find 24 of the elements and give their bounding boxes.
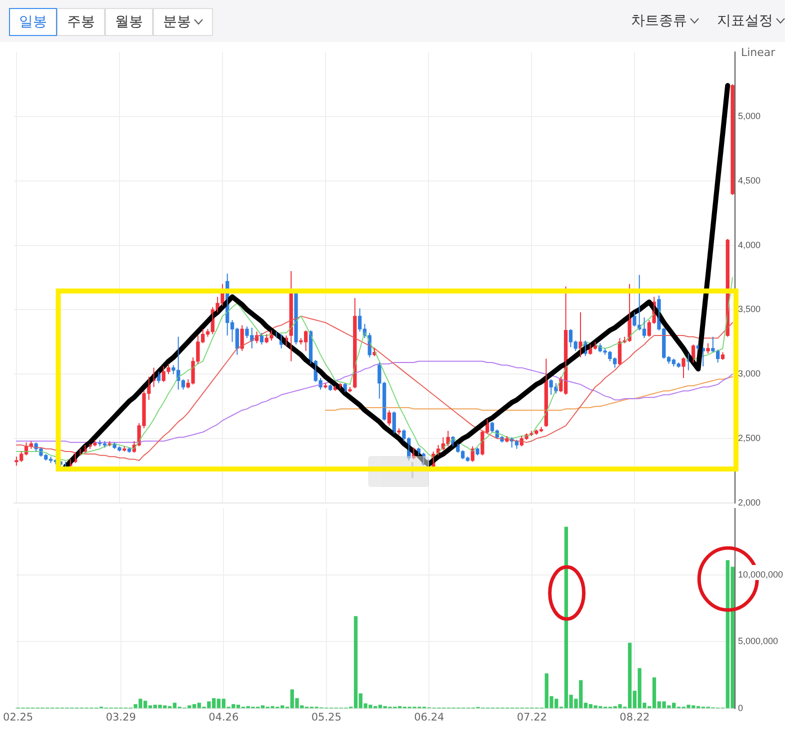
y-tick-label: 10,000,000 <box>738 570 784 580</box>
y-tick-label: 3,500 <box>738 304 761 314</box>
x-tick-label: 04.26 <box>208 711 239 724</box>
x-tick-label: 05.25 <box>311 711 342 724</box>
x-tick-label: 06.24 <box>414 711 444 724</box>
text: Linear <box>741 46 776 59</box>
y-tick-label: 4,500 <box>738 175 761 186</box>
text: 지표설정 <box>717 12 773 30</box>
y-tick-label: 0 <box>738 702 744 713</box>
y-tick-label: 4,000 <box>738 240 761 250</box>
text: 분봉 <box>163 13 191 31</box>
text: 주봉 <box>67 13 95 31</box>
y-tick-label: 2,500 <box>738 433 761 444</box>
x-tick-label: 08.22 <box>620 711 650 724</box>
text: 일봉 <box>19 13 47 31</box>
x-tick-label: 02.25 <box>3 711 34 724</box>
x-tick-label: 03.29 <box>106 711 136 724</box>
text: 차트종류 <box>631 12 687 30</box>
y-tick-label: 3,000 <box>738 368 761 379</box>
x-tick-label: 07.22 <box>516 711 547 724</box>
y-tick-label: 5,000 <box>738 110 761 121</box>
y-tick-label: 2,000 <box>738 497 761 508</box>
text: 월봉 <box>115 13 143 31</box>
y-tick-label: 5,000,000 <box>738 636 778 646</box>
